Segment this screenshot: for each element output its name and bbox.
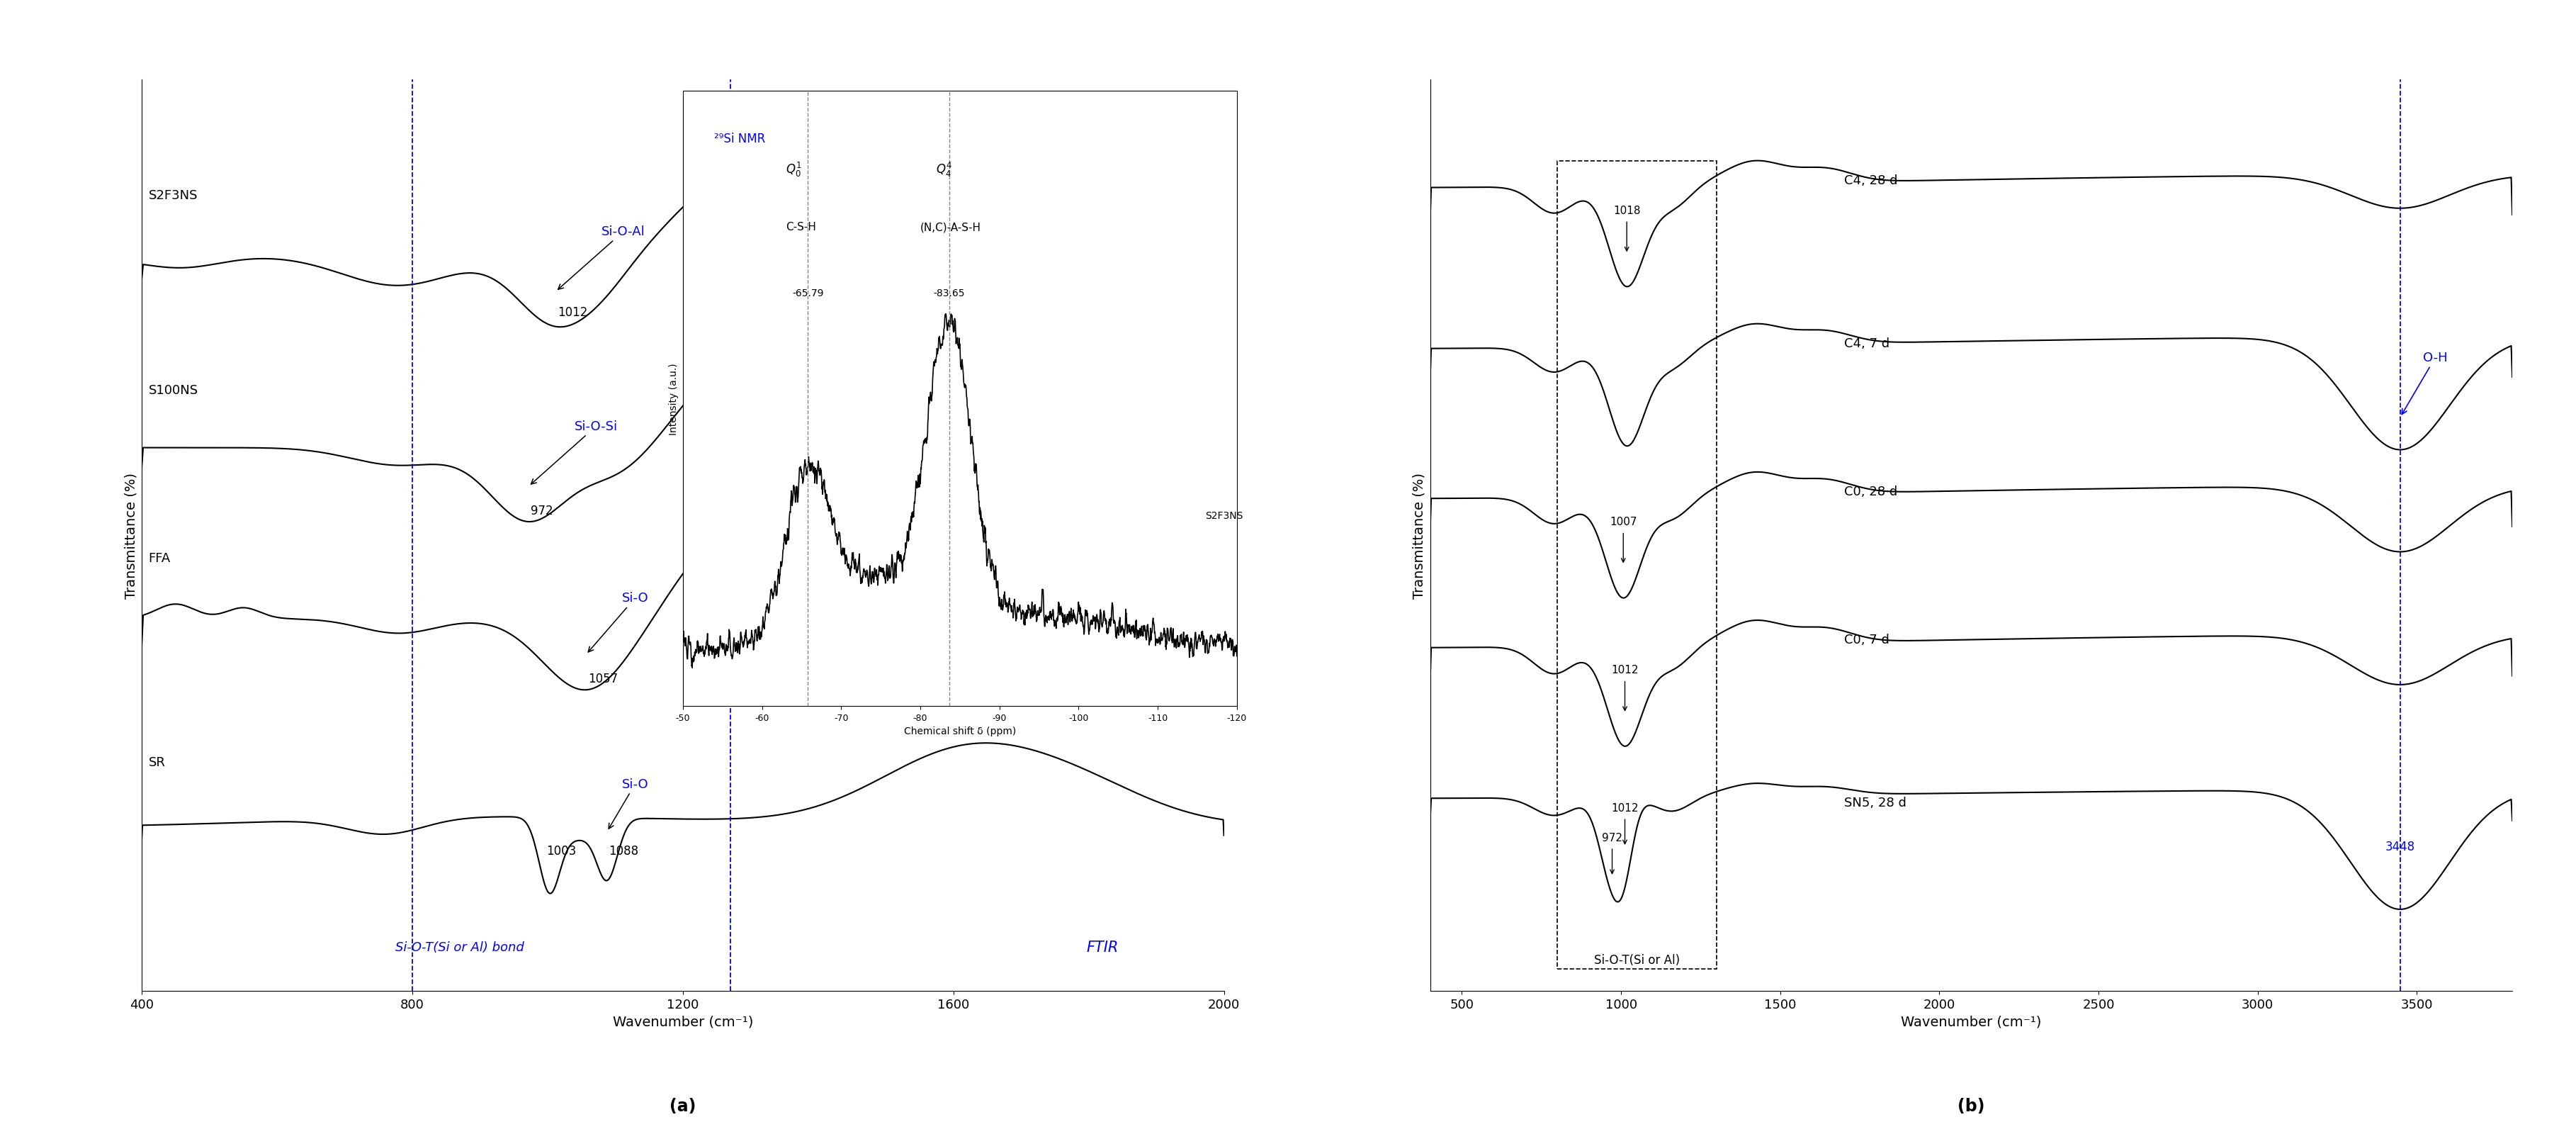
Text: FFA: FFA [149, 552, 170, 565]
Text: SR: SR [149, 755, 165, 769]
Text: Si-O-Al: Si-O-Al [559, 226, 644, 290]
Text: C4, 28 d: C4, 28 d [1844, 174, 1896, 187]
Text: 972: 972 [531, 505, 554, 517]
Text: S100NS: S100NS [149, 384, 198, 396]
Text: C0, 28 d: C0, 28 d [1844, 485, 1896, 498]
Text: 1012: 1012 [556, 306, 587, 319]
Text: Si-O-T(Si or Al) bond: Si-O-T(Si or Al) bond [394, 941, 523, 953]
X-axis label: Wavenumber (cm⁻¹): Wavenumber (cm⁻¹) [1901, 1015, 2040, 1029]
Text: FTIR: FTIR [1087, 940, 1118, 953]
Text: Si-O: Si-O [587, 592, 649, 653]
Text: 1012: 1012 [1610, 803, 1638, 813]
Text: SN5, 28 d: SN5, 28 d [1844, 796, 1906, 809]
Text: 1088: 1088 [608, 844, 639, 857]
Text: 1003: 1003 [546, 844, 577, 857]
Text: 1057: 1057 [587, 672, 618, 686]
Text: $Q_4^4$: $Q_4^4$ [935, 161, 953, 178]
Y-axis label: Transmittance (%): Transmittance (%) [1412, 473, 1425, 598]
Text: Si-O-Si: Si-O-Si [531, 420, 618, 484]
X-axis label: Wavenumber (cm⁻¹): Wavenumber (cm⁻¹) [613, 1015, 752, 1029]
Y-axis label: Intensity (a.u.): Intensity (a.u.) [670, 362, 677, 435]
Text: Si-O: Si-O [608, 778, 649, 829]
Text: -83.65: -83.65 [933, 288, 963, 298]
Text: (b): (b) [1958, 1097, 1984, 1114]
Text: (N,C)-A-S-H: (N,C)-A-S-H [920, 222, 981, 232]
Text: -65.79: -65.79 [791, 288, 824, 298]
Bar [1556, 162, 1716, 968]
Text: 1007: 1007 [1610, 517, 1636, 527]
X-axis label: Chemical shift δ (ppm): Chemical shift δ (ppm) [904, 727, 1015, 736]
Text: C4, 7 d: C4, 7 d [1844, 337, 1888, 350]
Text: ²⁹Si NMR: ²⁹Si NMR [714, 133, 765, 146]
Text: 1012: 1012 [1610, 665, 1638, 675]
Text: C-S-H: C-S-H [786, 222, 817, 232]
Text: S2F3NS: S2F3NS [149, 189, 198, 203]
Text: 972: 972 [1602, 833, 1623, 843]
Text: C0, 7 d: C0, 7 d [1844, 633, 1888, 646]
Y-axis label: Transmittance (%): Transmittance (%) [124, 473, 137, 598]
Text: Si-O-T(Si or Al): Si-O-T(Si or Al) [1595, 953, 1680, 966]
Text: 3448: 3448 [2385, 841, 2414, 853]
Text: O-H: O-H [2401, 351, 2447, 415]
Text: 1018: 1018 [1613, 205, 1641, 216]
Text: (a): (a) [670, 1097, 696, 1114]
Text: $Q_0^1$: $Q_0^1$ [786, 161, 801, 178]
Text: S2F3NS: S2F3NS [1206, 510, 1242, 521]
